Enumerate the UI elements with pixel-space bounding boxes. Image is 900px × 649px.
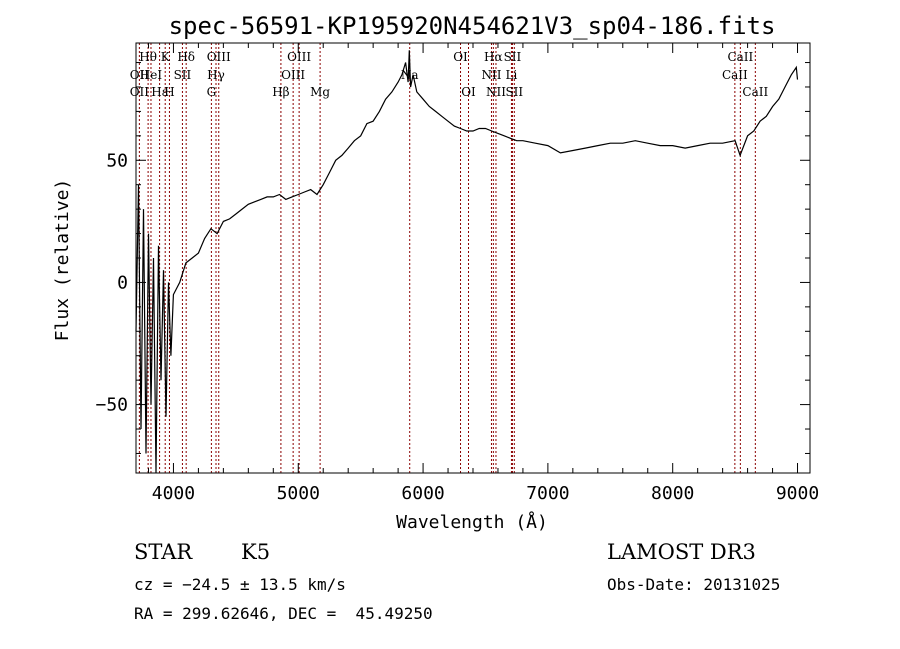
line-marker-label: CaII: [742, 85, 768, 99]
line-marker-label: SII: [504, 50, 522, 64]
x-tick-label: 5000: [277, 483, 320, 504]
line-marker-label: Li: [506, 68, 518, 82]
marker-lines-layer: [138, 43, 756, 473]
x-tick-label: 8000: [651, 483, 694, 504]
line-marker-label: H: [164, 85, 174, 99]
y-tick-label: −50: [95, 395, 128, 416]
line-marker-label: NII: [481, 68, 501, 82]
y-tick-label: 0: [117, 272, 128, 293]
y-tick-label: 50: [106, 150, 128, 171]
line-marker-label: SII: [174, 68, 192, 82]
line-marker-label: OI: [453, 50, 468, 64]
x-ticks-layer: 4000 5000 6000 7000 8000 9000: [147, 43, 819, 504]
line-marker-label: G: [207, 85, 217, 99]
line-marker-label: OII: [130, 68, 150, 82]
spectrum-line: [135, 50, 799, 474]
line-marker-label: OIII: [207, 50, 231, 64]
redshift-text: cz = −24.5 ± 13.5 km/s: [134, 575, 346, 594]
y-ticks-layer: −50 0 50: [95, 62, 810, 454]
line-marker-label: K: [161, 50, 171, 64]
object-class: STAR: [134, 540, 193, 564]
object-subclass: K5: [241, 540, 271, 564]
line-marker-label: OI: [461, 85, 476, 99]
coordinates-text: RA = 299.62646, DEC = 45.49250: [134, 604, 433, 623]
line-marker-label: Mg: [310, 85, 330, 99]
line-marker-label: CaII: [727, 50, 753, 64]
x-tick-label: 6000: [401, 483, 444, 504]
line-marker-label: NII: [486, 85, 506, 99]
line-marker-label: Hα: [484, 50, 503, 64]
line-marker-label: Hε: [151, 85, 168, 99]
x-tick-label: 7000: [526, 483, 569, 504]
x-tick-label: 4000: [152, 483, 195, 504]
line-marker-label: CaII: [722, 68, 748, 82]
line-marker-label: Hθ: [139, 50, 157, 64]
x-tick-label: 9000: [776, 483, 819, 504]
line-marker-label: Hβ: [272, 85, 289, 99]
line-marker-label: OII: [130, 85, 150, 99]
y-axis-label: Flux (relative): [52, 179, 73, 342]
x-axis-label: Wavelength (Å): [396, 511, 548, 533]
line-marker-label: Hγ: [207, 68, 225, 82]
line-marker-label: OIII: [281, 68, 305, 82]
survey-name: LAMOST DR3: [607, 540, 756, 564]
chart-title: spec-56591-KP195920N454621V3_sp04-186.fi…: [169, 12, 776, 40]
line-marker-label: Hδ: [177, 50, 195, 64]
line-marker-label: HeI: [140, 68, 163, 82]
line-marker-label: SII: [505, 85, 523, 99]
obs-date-text: Obs-Date: 20131025: [607, 575, 781, 594]
plot-frame: [135, 42, 811, 474]
line-marker-label: OIII: [287, 50, 311, 64]
